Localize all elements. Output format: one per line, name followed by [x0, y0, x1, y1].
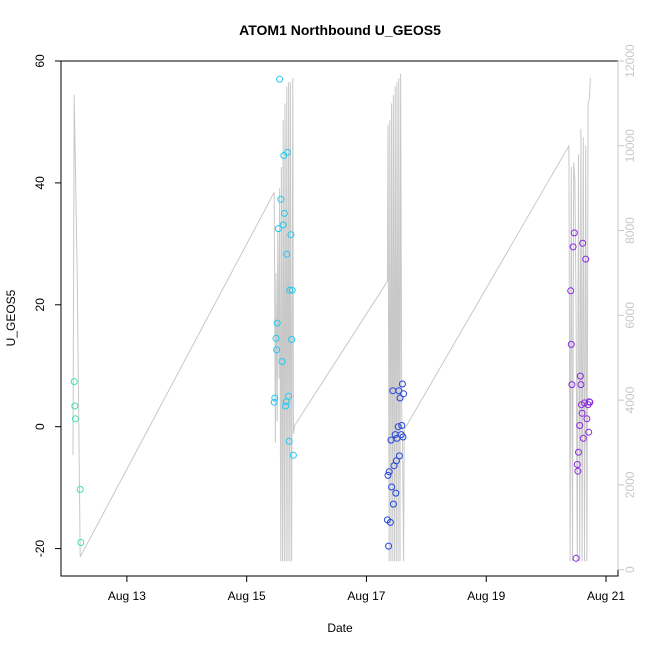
data-point	[567, 287, 575, 295]
data-point	[283, 250, 291, 258]
y-tick-label: 40	[33, 176, 47, 190]
series-2	[270, 75, 297, 459]
data-point	[273, 319, 281, 327]
data-point	[568, 381, 576, 389]
data-point	[278, 358, 286, 365]
data-point	[396, 394, 404, 402]
data-point	[270, 398, 278, 406]
data-point	[287, 231, 295, 239]
data-point	[288, 286, 296, 294]
data-point	[277, 195, 285, 203]
x-tick-label: Aug 17	[347, 589, 385, 603]
data-point	[585, 398, 593, 406]
data-point	[567, 340, 575, 348]
data-point	[585, 428, 593, 436]
y-axis-right: 0 2000 4000 6000 8000 10000 12000	[617, 44, 637, 573]
data-point	[579, 434, 587, 442]
x-tick-label: Aug 19	[467, 589, 505, 603]
data-point	[70, 378, 78, 386]
series-4	[567, 229, 594, 562]
data-point	[273, 346, 281, 354]
y2-tick-label: 8000	[623, 217, 637, 244]
x-axis-label: Date	[327, 621, 353, 635]
y-tick-label: 20	[33, 298, 47, 312]
series-1	[70, 378, 85, 546]
data-point	[570, 229, 578, 237]
data-point	[578, 409, 586, 417]
data-point	[76, 486, 84, 493]
data-point	[71, 402, 79, 410]
data-point	[577, 381, 585, 389]
data-point	[399, 433, 407, 441]
data-point	[392, 489, 400, 497]
y2-tick-label: 6000	[623, 302, 637, 329]
data-point	[586, 398, 594, 406]
data-point	[289, 451, 297, 459]
data-point	[394, 423, 402, 431]
scatter-points-layer	[70, 75, 594, 562]
x-tick-label: Aug 21	[587, 589, 625, 603]
y2-tick-label: 12000	[623, 44, 637, 78]
data-point	[388, 483, 396, 491]
data-point	[398, 380, 406, 388]
data-point	[272, 334, 280, 342]
data-point	[276, 75, 284, 83]
x-tick-label: Aug 15	[228, 589, 266, 603]
data-point	[581, 399, 588, 407]
data-point	[576, 422, 584, 429]
data-point	[395, 452, 403, 460]
data-point	[400, 390, 408, 398]
data-point	[392, 457, 400, 465]
data-point	[285, 392, 293, 400]
y-tick-label: 60	[33, 54, 47, 68]
data-point	[572, 554, 580, 562]
data-point	[576, 372, 584, 380]
data-point	[386, 518, 394, 526]
data-point	[280, 209, 288, 217]
data-point	[385, 542, 393, 550]
data-point	[384, 471, 392, 479]
data-point	[395, 387, 403, 395]
data-point	[283, 148, 291, 156]
y-axis-label: U_GEOS5	[4, 289, 18, 346]
y2-tick-label: 4000	[623, 386, 637, 413]
data-point	[579, 239, 587, 247]
data-point	[77, 539, 85, 546]
data-point	[398, 422, 406, 429]
data-point	[285, 437, 293, 445]
x-tick-label: Aug 13	[108, 589, 146, 603]
data-point	[582, 255, 590, 263]
data-point	[71, 415, 79, 423]
data-point	[288, 336, 296, 343]
series-3	[383, 380, 408, 550]
data-point	[575, 448, 582, 456]
data-point	[282, 402, 290, 410]
data-point	[274, 225, 282, 233]
data-point	[574, 467, 582, 475]
data-point	[583, 415, 591, 423]
y-tick-label: 0	[33, 423, 47, 430]
y-tick-label: -20	[33, 540, 47, 558]
y2-tick-label: 2000	[623, 471, 637, 498]
chart-title: ATOM1 Northbound U_GEOS5	[239, 22, 441, 38]
y-axis-left: -20 0 20 40 60	[33, 54, 62, 558]
data-point	[573, 461, 581, 468]
y2-tick-label: 0	[623, 566, 637, 573]
data-point	[569, 243, 577, 251]
y2-tick-label: 10000	[623, 129, 637, 163]
data-point	[389, 500, 397, 508]
data-point	[286, 286, 294, 294]
data-point	[271, 394, 279, 402]
x-axis: Aug 13 Aug 15 Aug 17 Aug 19 Aug 21	[108, 575, 625, 603]
data-point	[385, 468, 393, 476]
data-point	[279, 221, 287, 229]
